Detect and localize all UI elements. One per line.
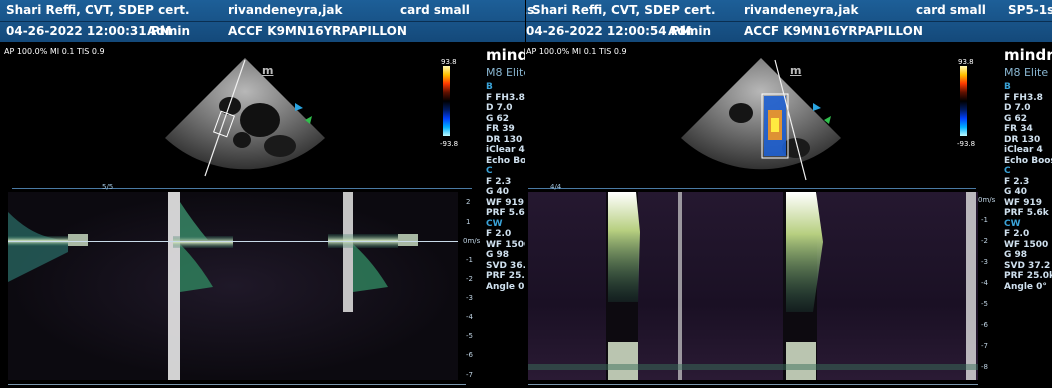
operator-name: Shari Reffi, CVT, SDEP cert.: [6, 3, 190, 17]
right-image-panel: SP5-1s Shari Reffi, CVT, SDEP cert. riva…: [526, 0, 1052, 388]
scale-unit: 0m/s: [978, 196, 996, 204]
color-scale-max: 93.8: [958, 58, 974, 66]
scale-tick: -1: [981, 216, 988, 224]
scale-tick: -8: [981, 363, 988, 371]
scale-tick: -4: [981, 279, 988, 287]
scale-tick: -3: [466, 294, 473, 302]
scale-tick: -3: [981, 258, 988, 266]
color-velocity-scale: [960, 66, 967, 136]
scale-tick: -5: [981, 300, 988, 308]
cw-doppler-spectrum: [8, 192, 458, 380]
scale-tick: -1: [466, 256, 473, 264]
doppler-baseline: [8, 241, 458, 242]
user-role: Admin: [147, 24, 191, 38]
acoustic-output: AP 100.0% MI 0.1 TIS 0.9: [4, 47, 105, 56]
color-velocity-scale: [443, 66, 450, 136]
left-image-panel: Shari Reffi, CVT, SDEP cert. rivandeneyr…: [0, 0, 525, 388]
model-name: M8 Elite: [1004, 66, 1049, 79]
scale-tick: 2: [466, 198, 471, 206]
scale-tick: -2: [981, 237, 988, 245]
color-scale-min: -93.8: [440, 140, 459, 148]
echo-2d-sector: [165, 58, 325, 177]
scale-tick: -6: [466, 351, 473, 359]
probe-name-2: SP5-1s: [1008, 3, 1052, 17]
imaging-settings-left: B F FH3.8 D 7.0 G 62 FR 39 DR 130 iClear 4 E…: [486, 82, 525, 292]
right-header-bar: SP5-1s Shari Reffi, CVT, SDEP cert. riva…: [526, 0, 1052, 42]
probe-name: SP5-1s: [526, 3, 535, 17]
color-scale-max: 93.8: [441, 58, 457, 66]
left-header-bar: Shari Reffi, CVT, SDEP cert. rivandeneyr…: [0, 0, 525, 42]
color-scale-min: -93.8: [957, 140, 976, 148]
exam-datetime: 04-26-2022 12:00:54 PM: [526, 24, 692, 38]
sweep-counter: 5/5: [102, 183, 114, 191]
user-name: rivandeneyra,jak: [744, 3, 859, 17]
user-role: Admin: [668, 24, 712, 38]
panel-divider: [525, 0, 526, 388]
imaging-settings-right: B F FH3.8 D 7.0 G 62 FR 34 DR 130 iClear 4 E…: [1004, 82, 1052, 292]
echo-2d-color-sector: [681, 58, 841, 181]
time-axis: [8, 384, 466, 385]
sweep-scale-line: [528, 188, 976, 189]
marker-m-icon: m: [790, 64, 802, 77]
scale-tick: -5: [466, 332, 473, 340]
scale-tick: -4: [466, 313, 473, 321]
sweep-scale-line: [12, 188, 472, 189]
operator-name: Shari Reffi, CVT, SDEP cert.: [532, 3, 716, 17]
preset-name: card small: [400, 3, 470, 17]
time-axis: [528, 384, 978, 385]
model-name: M8 Elite: [486, 66, 525, 79]
patient-id: ACCF K9MN16YRPAPILLON: [228, 24, 407, 38]
preset-name: card small: [916, 3, 986, 17]
exam-datetime: 04-26-2022 12:00:31 PM: [6, 24, 172, 38]
cw-doppler-spectrum: [528, 192, 978, 380]
scale-tick: -7: [981, 342, 988, 350]
brand-logo: mindray: [1004, 46, 1052, 64]
sweep-counter: 4/4: [550, 183, 562, 191]
patient-id: ACCF K9MN16YRPAPILLON: [744, 24, 923, 38]
acoustic-output: AP 100.0% MI 0.1 TIS 0.9: [526, 47, 627, 56]
scale-unit: 0m/s: [463, 237, 481, 245]
brand-logo-partial: mindr: [486, 46, 525, 64]
marker-m-icon: m: [262, 64, 274, 77]
scale-tick: -6: [981, 321, 988, 329]
scale-tick: -2: [466, 275, 473, 283]
user-name: rivandeneyra,jak: [228, 3, 343, 17]
scale-tick: 1: [466, 218, 471, 226]
scale-tick: -7: [466, 371, 473, 379]
